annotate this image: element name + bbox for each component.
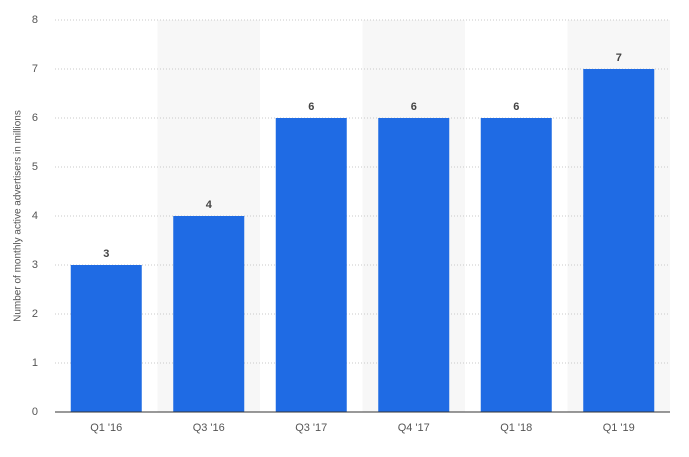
- x-tick-label: Q4 '17: [398, 422, 430, 434]
- x-tick-label: Q1 '19: [603, 422, 635, 434]
- value-label: 7: [616, 52, 622, 64]
- value-label: 6: [513, 101, 519, 113]
- bar: [70, 265, 142, 412]
- bar: [173, 216, 245, 412]
- y-tick-label: 0: [32, 406, 38, 418]
- x-tick-label: Q3 '16: [193, 422, 225, 434]
- y-tick-label: 7: [32, 63, 38, 75]
- bar: [480, 118, 552, 412]
- x-tick-label: Q1 '18: [500, 422, 532, 434]
- y-tick-label: 6: [32, 112, 38, 124]
- bar: [378, 118, 450, 412]
- y-tick-label: 2: [32, 308, 38, 320]
- x-tick-label: Q1 '16: [90, 422, 122, 434]
- value-label: 6: [308, 101, 314, 113]
- y-tick-label: 1: [32, 357, 38, 369]
- y-tick-label: 5: [32, 161, 38, 173]
- value-label: 4: [206, 199, 213, 211]
- y-tick-label: 3: [32, 259, 38, 271]
- value-label: 6: [411, 101, 417, 113]
- y-tick-label: 8: [32, 14, 38, 26]
- x-tick-label: Q3 '17: [295, 422, 327, 434]
- value-label: 3: [103, 248, 109, 260]
- bar: [275, 118, 347, 412]
- y-axis-label: Number of monthly active advertisers in …: [13, 110, 24, 322]
- y-tick-label: 4: [32, 210, 38, 222]
- bar: [583, 69, 655, 412]
